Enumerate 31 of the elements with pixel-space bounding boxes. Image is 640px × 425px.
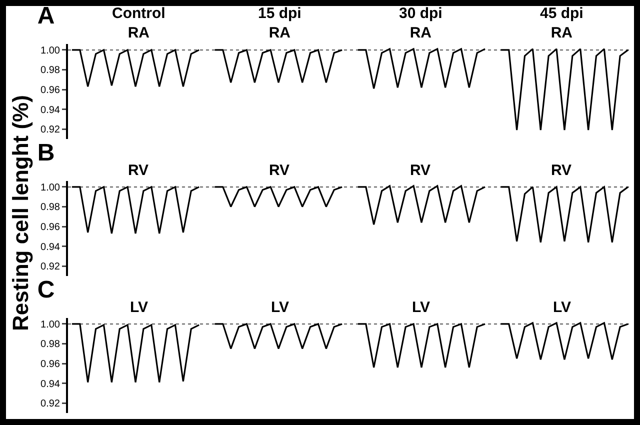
- text: 15 dpi RA: [258, 5, 302, 42]
- y-tick-label: 0.98: [40, 339, 60, 350]
- y-tick-label: 1.00: [40, 182, 60, 194]
- y-tick-label: 0.94: [40, 104, 60, 116]
- y-axis-title: Resting cell lenght (%): [8, 94, 34, 330]
- chart-title: A: [37, 2, 55, 30]
- text: LV: [553, 299, 572, 316]
- y-tick-label: 0.94: [40, 378, 60, 390]
- text: 30 dpi RA: [399, 5, 442, 42]
- text: RV: [410, 162, 431, 179]
- chart-title: C: [37, 276, 55, 304]
- y-tick-label: 0.98: [40, 65, 60, 76]
- text: LV: [412, 299, 430, 316]
- y-tick-label: 0.96: [40, 85, 60, 96]
- y-tick-label: 1.00: [40, 45, 60, 56]
- text: 45 dpi RA: [540, 5, 584, 42]
- text: RV: [128, 162, 149, 179]
- text: LV: [271, 299, 290, 316]
- y-tick-label: 0.96: [40, 359, 60, 370]
- text: RV: [269, 162, 290, 179]
- y-tick-label: 0.92: [40, 398, 60, 410]
- y-tick-label: 0.92: [40, 262, 60, 273]
- text: Control RA: [112, 5, 166, 42]
- chart-title: B: [37, 139, 55, 166]
- y-tick-label: 0.94: [40, 242, 60, 253]
- y-tick-label: 0.98: [40, 202, 60, 214]
- y-tick-label: 0.96: [40, 222, 60, 234]
- y-tick-label: 0.92: [40, 124, 60, 136]
- y-tick-label: 1.00: [40, 319, 60, 330]
- text: RV: [551, 162, 572, 179]
- text: LV: [130, 299, 148, 316]
